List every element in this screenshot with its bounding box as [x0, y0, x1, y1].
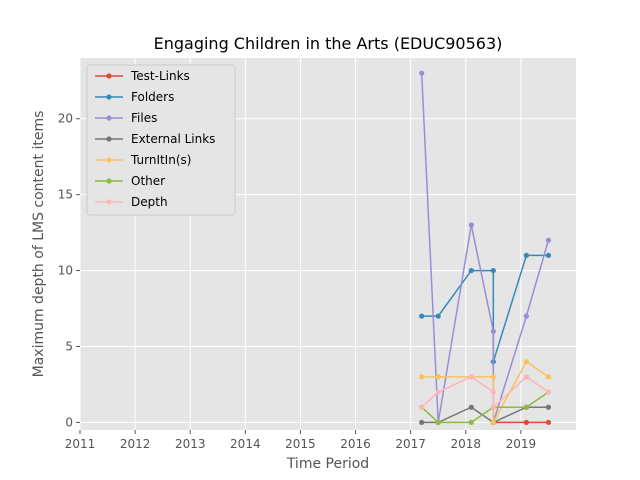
data-point [490, 267, 496, 274]
data-point [435, 313, 441, 319]
legend-marker [106, 136, 112, 142]
data-point [468, 419, 474, 426]
data-point [490, 404, 496, 410]
legend-item: External Links [95, 132, 215, 146]
data-point [490, 389, 496, 395]
x-tick-label: 2017 [395, 437, 426, 451]
y-axis: 0 5 10 15 20 [58, 112, 80, 429]
data-point [490, 374, 496, 380]
y-tick-label: 5 [65, 339, 73, 353]
y-tick-label: 15 [58, 188, 73, 202]
legend-item: Depth [95, 195, 168, 209]
data-point [419, 419, 425, 426]
legend-label: External Links [131, 132, 215, 146]
data-point [419, 313, 425, 319]
series-line [421, 391, 549, 424]
legend-label: Other [131, 174, 165, 188]
data-point [468, 374, 474, 380]
data-point [523, 374, 530, 380]
x-tick-label: 2014 [230, 437, 261, 451]
data-point [419, 374, 425, 380]
data-point [435, 419, 441, 426]
data-point [545, 374, 552, 380]
legend-item: TurnItIn(s) [95, 153, 191, 167]
data-point [545, 419, 552, 426]
x-tick-label: 2012 [120, 437, 151, 451]
legend-marker [106, 157, 112, 163]
data-point [545, 404, 552, 410]
legend-box [86, 64, 236, 216]
data-point [468, 267, 474, 274]
x-tick-label: 2011 [65, 437, 96, 451]
series-group [419, 70, 552, 426]
legend-item: Other [95, 174, 165, 188]
data-point [468, 222, 474, 228]
x-tick-label: 2018 [451, 437, 482, 451]
legend-marker [106, 115, 112, 121]
data-point [523, 404, 530, 410]
series-turnitin-s [419, 359, 552, 426]
x-tick-label: 2016 [340, 437, 371, 451]
y-axis-label: Maximum depth of LMS content items [31, 111, 47, 378]
data-point [435, 389, 441, 395]
legend-label: TurnItIn(s) [130, 153, 191, 167]
data-point [545, 237, 552, 243]
x-tick-label: 2015 [285, 437, 316, 451]
data-point [545, 389, 552, 395]
legend-marker [106, 178, 112, 184]
y-tick-label: 20 [58, 112, 73, 126]
legend-label: Folders [131, 90, 174, 104]
legend-item: Folders [95, 90, 174, 104]
data-point [523, 252, 530, 258]
data-point [523, 359, 530, 365]
data-point [490, 328, 496, 334]
legend: Test-Links Folders Files External Links Turn… [86, 64, 236, 216]
data-point [419, 70, 425, 76]
data-point [545, 252, 552, 258]
series-depth [419, 374, 552, 410]
y-tick-label: 0 [65, 415, 73, 429]
series-folders [419, 252, 552, 365]
legend-item: Test-Links [95, 69, 190, 83]
y-tick-label: 10 [58, 264, 73, 278]
data-point [435, 374, 441, 380]
legend-marker [106, 94, 112, 100]
legend-marker [106, 73, 112, 79]
legend-label: Files [131, 111, 157, 125]
x-axis: 2011 2012 2013 2014 2015 2016 2017 2018 2019 [65, 430, 536, 451]
x-tick-label: 2019 [506, 437, 537, 451]
data-point [490, 419, 496, 426]
data-point [468, 404, 474, 410]
x-tick-label: 2013 [175, 437, 206, 451]
data-point [523, 419, 530, 426]
legend-label: Depth [131, 195, 168, 209]
legend-label: Test-Links [130, 69, 190, 83]
x-axis-label: Time Period [286, 456, 369, 472]
chart-title: Engaging Children in the Arts (EDUC90563… [154, 34, 503, 53]
legend-item: Files [95, 111, 157, 125]
legend-marker [106, 199, 112, 205]
data-point [523, 313, 530, 319]
data-point [419, 404, 425, 410]
